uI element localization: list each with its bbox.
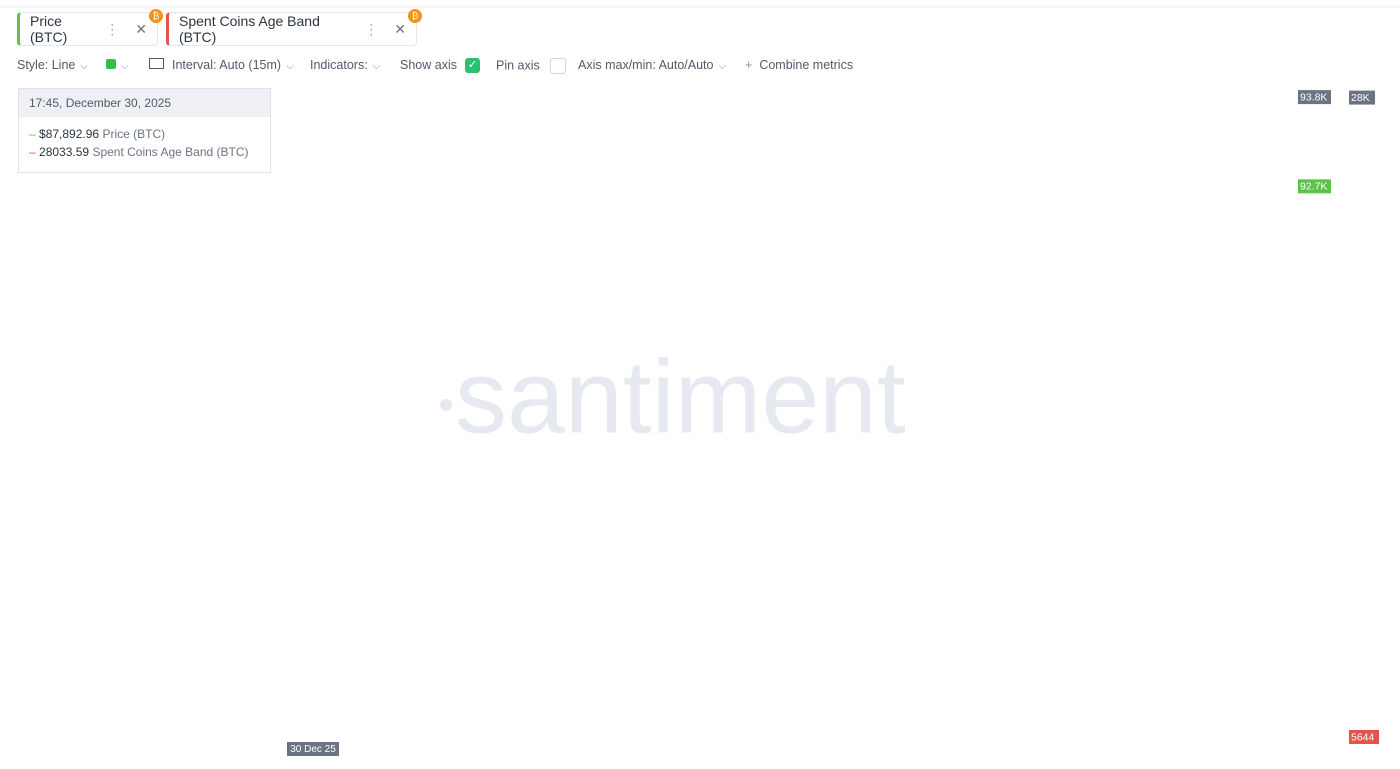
axis-range-select[interactable]: Axis max/min: Auto/Auto ⌵ bbox=[578, 58, 727, 72]
tooltip-name: Price (BTC) bbox=[102, 127, 166, 141]
checkbox[interactable] bbox=[549, 58, 566, 74]
pin-axis[interactable]: Pin axis bbox=[496, 58, 566, 74]
tab-badge: ₿ bbox=[408, 9, 422, 23]
crosshair-y2-label: 28K bbox=[1351, 92, 1370, 104]
ruler-icon bbox=[149, 58, 164, 69]
crosshair-y-label-bg bbox=[1298, 90, 1331, 105]
combine-label: Combine metrics bbox=[759, 58, 854, 72]
tooltip-value: $87,892.96 bbox=[39, 127, 100, 141]
watermark: santiment bbox=[455, 339, 906, 455]
show-axis[interactable]: Show axis ✓ bbox=[400, 58, 480, 74]
color-select[interactable]: ⌵ bbox=[106, 58, 129, 72]
metric-tab[interactable]: Spent Coins Age Band (BTC) ⋮ ✕ ₿ bbox=[166, 9, 422, 46]
combine-metrics[interactable]: + Combine metrics bbox=[745, 58, 854, 72]
indicators-select[interactable]: Indicators: ⌵ bbox=[310, 58, 381, 72]
metric-tab[interactable]: Price (BTC) ⋮ ✕ ₿ bbox=[17, 9, 163, 46]
last-price-label-bg bbox=[1298, 179, 1331, 194]
tab-menu[interactable]: ⋮ bbox=[105, 20, 120, 37]
axis-range-label: Axis max/min: Auto/Auto bbox=[578, 58, 714, 72]
last-price-label: 92.7K bbox=[1300, 181, 1327, 193]
crosshair-x-label-bg bbox=[287, 742, 339, 756]
tab-badge: ₿ bbox=[149, 9, 163, 23]
tooltip: 17:45, December 30, 2025 – $87,892.96 Pr… bbox=[18, 88, 271, 173]
tab-label: Spent Coins Age Band (BTC) bbox=[179, 13, 320, 45]
checkbox-checked[interactable]: ✓ bbox=[464, 58, 480, 74]
tab-close[interactable]: ✕ bbox=[394, 20, 406, 37]
tooltip-row: – 28033.59 Spent Coins Age Band (BTC) bbox=[29, 145, 249, 159]
indicators-label: Indicators: bbox=[310, 58, 368, 72]
interval-label: Interval: Auto (15m) bbox=[172, 58, 282, 72]
tooltip-value: 28033.59 bbox=[39, 145, 90, 159]
color-swatch bbox=[106, 59, 116, 69]
show-axis-label: Show axis bbox=[400, 58, 457, 72]
crosshair-y2-label-bg bbox=[1349, 90, 1375, 105]
pin-axis-label: Pin axis bbox=[496, 58, 540, 73]
tab-label: Price (BTC) bbox=[30, 13, 68, 45]
crosshair-x-label: 30 Dec 25 bbox=[290, 744, 336, 755]
tab-menu[interactable]: ⋮ bbox=[364, 20, 379, 37]
style-label: Style: Line bbox=[17, 58, 76, 72]
last-spent-label: 5644 bbox=[1351, 731, 1375, 743]
interval-select[interactable]: Interval: Auto (15m) ⌵ bbox=[149, 58, 294, 72]
style-select[interactable]: Style: Line ⌵ bbox=[17, 58, 88, 72]
watermark-dot bbox=[440, 399, 452, 411]
tooltip-row: – $87,892.96 Price (BTC) bbox=[29, 127, 166, 141]
tooltip-name: Spent Coins Age Band (BTC) bbox=[92, 145, 249, 159]
tooltip-title: 17:45, December 30, 2025 bbox=[19, 89, 270, 117]
crosshair-y-label: 93.8K bbox=[1300, 91, 1327, 103]
tab-close[interactable]: ✕ bbox=[135, 20, 147, 37]
last-spent-label-bg bbox=[1349, 730, 1379, 744]
